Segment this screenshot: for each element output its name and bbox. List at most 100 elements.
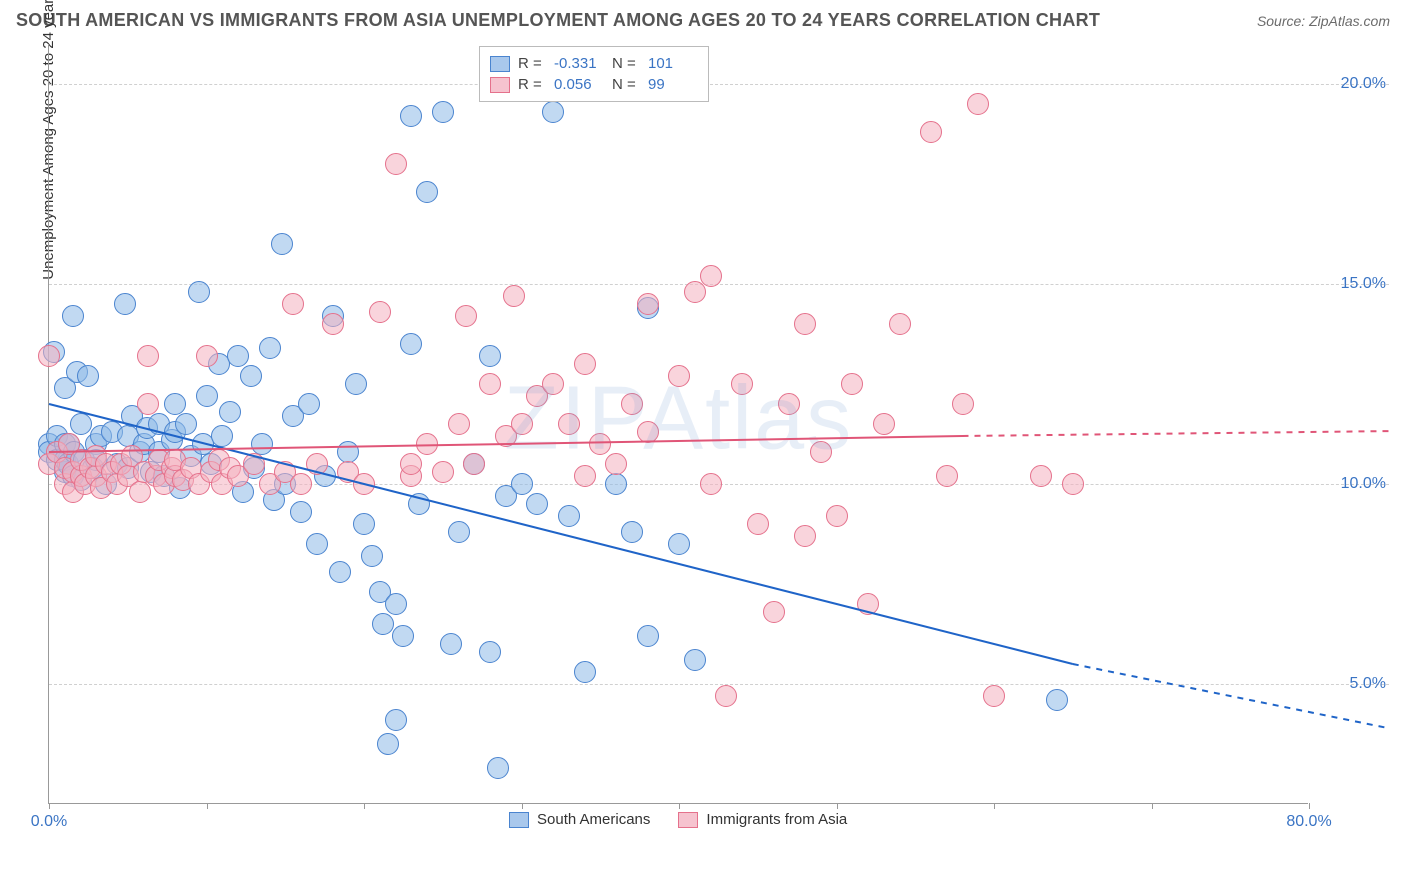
legend-swatch [490,56,510,72]
data-point [574,353,596,375]
data-point [353,513,375,535]
legend-series: South Americans Immigrants from Asia [509,811,847,828]
data-point [400,333,422,355]
data-point [668,365,690,387]
data-point [400,453,422,475]
data-point [243,453,265,475]
x-tick [1309,803,1310,809]
legend-series-label: Immigrants from Asia [706,811,847,828]
data-point [1062,473,1084,495]
data-point [700,473,722,495]
data-point [589,433,611,455]
data-point [377,733,399,755]
data-point [558,413,580,435]
data-point [306,533,328,555]
data-point [479,345,501,367]
legend-correlation-row: R =0.056N =99 [490,74,698,95]
data-point [164,393,186,415]
data-point [392,625,414,647]
data-point [558,505,580,527]
legend-swatch [678,812,698,828]
data-point [526,493,548,515]
data-point [778,393,800,415]
data-point [77,365,99,387]
data-point [684,649,706,671]
x-tick [837,803,838,809]
data-point [38,345,60,367]
data-point [763,601,785,623]
chart-title: SOUTH AMERICAN VS IMMIGRANTS FROM ASIA U… [16,10,1100,31]
x-tick-label: 80.0% [1286,813,1331,831]
data-point [259,337,281,359]
legend-value: 101 [648,55,698,72]
data-point [329,561,351,583]
data-point [936,465,958,487]
legend-label: R = [518,76,546,93]
data-point [408,493,430,515]
data-point [196,345,218,367]
data-point [306,453,328,475]
data-point [487,757,509,779]
data-point [542,373,564,395]
data-point [574,465,596,487]
data-point [621,393,643,415]
data-point [369,301,391,323]
data-point [298,393,320,415]
data-point [715,685,737,707]
data-point [542,101,564,123]
source-link[interactable]: ZipAtlas.com [1309,13,1390,29]
x-tick [364,803,365,809]
data-point [114,293,136,315]
data-point [479,641,501,663]
data-point [455,305,477,327]
data-point [448,521,470,543]
x-tick [522,803,523,809]
data-point [251,433,273,455]
plot-area: ZIPAtlas R =-0.331N =101R =0.056N =99 So… [48,44,1308,804]
data-point [794,525,816,547]
legend-series-item: South Americans [509,811,650,828]
x-tick [207,803,208,809]
data-point [841,373,863,395]
data-point [574,661,596,683]
data-point [700,265,722,287]
gridline-h [49,84,1389,85]
data-point [1030,465,1052,487]
data-point [70,413,92,435]
data-point [794,313,816,335]
data-point [440,633,462,655]
data-point [463,453,485,475]
data-point [372,613,394,635]
data-point [240,365,262,387]
data-point [952,393,974,415]
legend-swatch [490,77,510,93]
data-point [920,121,942,143]
legend-label: N = [612,76,640,93]
data-point [271,233,293,255]
data-point [511,413,533,435]
source-label: Source: ZipAtlas.com [1257,13,1390,29]
y-tick-label: 20.0% [1341,75,1386,93]
data-point [637,421,659,443]
legend-label: R = [518,55,546,72]
data-point [857,593,879,615]
data-point [353,473,375,495]
x-tick [994,803,995,809]
data-point [196,385,218,407]
legend-series-item: Immigrants from Asia [678,811,847,828]
legend-value: 99 [648,76,698,93]
legend-value: -0.331 [554,55,604,72]
data-point [282,293,304,315]
data-point [731,373,753,395]
legend-label: N = [612,55,640,72]
data-point [385,593,407,615]
data-point [511,473,533,495]
data-point [432,461,454,483]
gridline-h [49,284,1389,285]
data-point [416,433,438,455]
data-point [416,181,438,203]
data-point [62,305,84,327]
data-point [479,373,501,395]
y-tick-label: 10.0% [1341,475,1386,493]
data-point [345,373,367,395]
